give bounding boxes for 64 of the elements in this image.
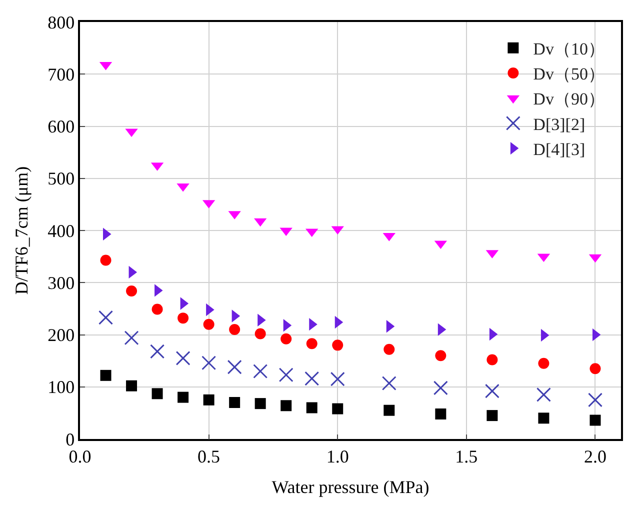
point xyxy=(227,360,242,374)
y-tick-label: 400 xyxy=(48,220,75,241)
legend-label: Dv（50） xyxy=(533,64,605,84)
y-tick-label: 700 xyxy=(48,64,75,84)
point xyxy=(152,388,163,400)
x-tick-label: 1.0 xyxy=(326,446,349,466)
point xyxy=(332,340,344,351)
legend-label: D[4][3] xyxy=(533,140,586,159)
point xyxy=(332,403,344,414)
legend-label: D[3][2] xyxy=(533,114,586,134)
point xyxy=(538,412,550,424)
point xyxy=(203,318,214,330)
point xyxy=(278,368,294,382)
y-tick-label: 500 xyxy=(48,168,75,189)
y-tick-label: 200 xyxy=(48,325,75,346)
point xyxy=(202,356,216,370)
point xyxy=(100,370,112,381)
point xyxy=(384,404,395,416)
point xyxy=(280,400,292,412)
point xyxy=(100,254,112,266)
y-tick-label: 600 xyxy=(48,116,75,137)
point xyxy=(178,392,189,403)
y-tick-label: 800 xyxy=(48,12,75,32)
point xyxy=(254,328,266,340)
point xyxy=(126,380,138,392)
point xyxy=(538,358,550,369)
point xyxy=(536,387,551,402)
point xyxy=(98,310,114,325)
point xyxy=(435,408,446,420)
y-tick-label: 300 xyxy=(48,272,75,293)
point xyxy=(330,372,345,386)
point xyxy=(306,402,318,414)
point xyxy=(176,350,190,366)
point xyxy=(126,285,138,296)
point xyxy=(306,338,318,350)
point xyxy=(178,312,189,324)
point xyxy=(124,330,139,346)
point xyxy=(433,380,448,396)
y-tick-label: 100 xyxy=(48,377,75,398)
point xyxy=(435,350,446,362)
x-axis-title: Water pressure (MPa) xyxy=(272,476,430,497)
point xyxy=(280,333,292,344)
x-tick-label: 2.0 xyxy=(584,446,606,466)
point xyxy=(590,414,601,426)
point xyxy=(304,371,320,386)
point xyxy=(152,304,163,315)
point xyxy=(588,392,602,408)
y-axis-title: D/TF6_7cm (μm) xyxy=(11,166,32,295)
point xyxy=(484,384,500,398)
x-tick-label: 1.5 xyxy=(455,446,478,466)
point xyxy=(254,398,266,410)
x-tick-label: 0.5 xyxy=(198,446,220,466)
point xyxy=(590,363,601,374)
point xyxy=(486,410,498,422)
point xyxy=(382,376,396,390)
point xyxy=(229,324,240,336)
point xyxy=(253,364,268,378)
point xyxy=(203,394,214,406)
legend-label: Dv（10） xyxy=(533,40,605,59)
legend-label: Dv（90） xyxy=(533,90,605,109)
point xyxy=(384,344,395,355)
point xyxy=(150,344,165,359)
point xyxy=(229,397,240,408)
point xyxy=(486,354,498,366)
